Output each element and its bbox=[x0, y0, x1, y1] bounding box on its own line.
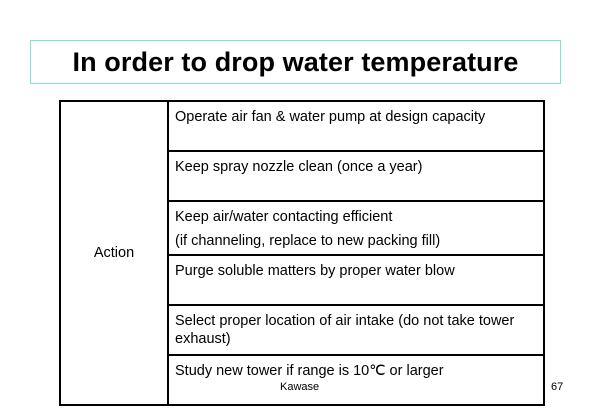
table-row: Select proper location of air intake (do… bbox=[60, 304, 545, 356]
footer-author: Kawase bbox=[280, 381, 320, 393]
action-item: Keep spray nozzle clean (once a year) bbox=[167, 150, 545, 202]
action-item-text: Keep air/water contacting efficient bbox=[175, 209, 393, 225]
action-item: Purge soluble matters by proper water bl… bbox=[167, 254, 545, 306]
table-row: Purge soluble matters by proper water bl… bbox=[60, 254, 545, 306]
action-table: Action Operate air fan & water pump at d… bbox=[59, 100, 545, 406]
action-item: Select proper location of air intake (do… bbox=[167, 304, 545, 356]
table-row: Action Operate air fan & water pump at d… bbox=[59, 100, 545, 406]
action-item-text: Purge soluble matters by proper water bl… bbox=[175, 263, 455, 279]
row-header-label: Action bbox=[93, 245, 135, 261]
action-item-text: Keep spray nozzle clean (once a year) bbox=[175, 159, 423, 175]
action-item-text: Select proper location of air intake (do… bbox=[175, 313, 515, 347]
action-item: Study new tower if range is 10℃ or large… bbox=[167, 354, 545, 406]
slide-title: In order to drop water temperature bbox=[72, 46, 519, 77]
title-box: In order to drop water temperature bbox=[30, 40, 561, 84]
action-item-note: (if channeling, replace to new packing f… bbox=[175, 233, 441, 249]
action-item-text: Study new tower if range is 10℃ or large… bbox=[175, 363, 444, 379]
table-row: Keep spray nozzle clean (once a year) bbox=[60, 150, 545, 202]
page-number: 67 bbox=[551, 381, 564, 393]
table-row: Keep air/water contacting efficient (if … bbox=[60, 200, 545, 256]
action-item-text: Operate air fan & water pump at design c… bbox=[175, 109, 486, 125]
action-item: Operate air fan & water pump at design c… bbox=[167, 100, 545, 152]
table-row: Study new tower if range is 10℃ or large… bbox=[60, 354, 545, 406]
row-header-cell: Action bbox=[59, 100, 169, 406]
action-item: Keep air/water contacting efficient (if … bbox=[167, 200, 545, 256]
